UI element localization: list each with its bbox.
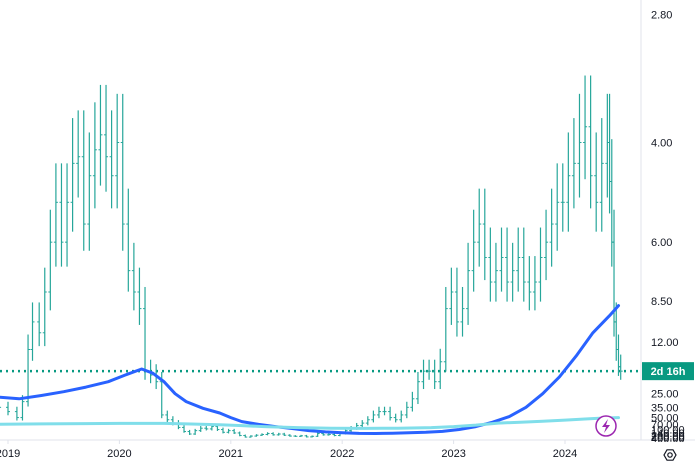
y-tick-label: 25.00 xyxy=(651,389,679,401)
x-tick-label: 2021 xyxy=(219,448,243,460)
gear-icon[interactable] xyxy=(663,449,677,461)
ma-fast-line xyxy=(0,304,620,435)
y-tick-label: 50.00 xyxy=(651,413,679,425)
y-tick-label: 2.80 xyxy=(651,9,672,21)
y-tick-label: 140.00 xyxy=(651,428,685,440)
current-price-tag xyxy=(642,362,694,381)
x-tick-label: 2023 xyxy=(441,448,465,460)
y-tick-label: 70.00 xyxy=(651,419,679,431)
y-tick-label: 35.00 xyxy=(651,402,679,414)
x-tick-label: 2022 xyxy=(330,448,354,460)
gear-icon-center xyxy=(667,452,673,458)
y-tick-label: 200.00 xyxy=(651,431,685,443)
y-tick-label: 280.00 xyxy=(651,432,685,444)
y-tick-label: 100.00 xyxy=(651,425,685,437)
x-tick-label: 2019 xyxy=(0,448,20,460)
y-tick-label: 12.00 xyxy=(651,337,679,349)
y-tick-label: 8.50 xyxy=(651,296,672,308)
lightning-bolt-glyph xyxy=(602,419,610,433)
current-price-tag-label: 2d 16h xyxy=(651,366,686,378)
x-tick-label: 2024 xyxy=(553,448,577,460)
x-tick-label: 2020 xyxy=(107,448,131,460)
y-tick-label: 4.00 xyxy=(651,138,672,150)
y-tick-label: 6.00 xyxy=(651,237,672,249)
ma-slow-line xyxy=(0,416,620,430)
